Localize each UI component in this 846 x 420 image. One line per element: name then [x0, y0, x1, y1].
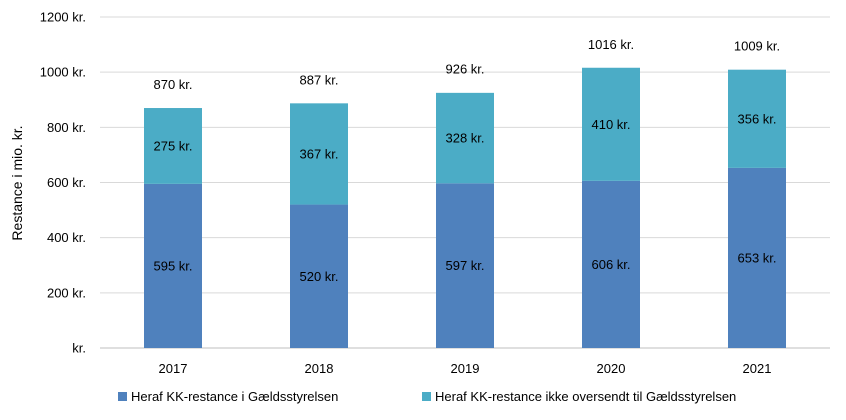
segment-value-label: 367 kr.: [299, 146, 338, 161]
segment-value-label: 520 kr.: [299, 269, 338, 284]
bar-segment: [436, 183, 494, 348]
bar-segment: [290, 103, 348, 205]
bar-segment: [144, 183, 202, 348]
bar-segment: [436, 92, 494, 184]
bar-segment: [582, 180, 640, 348]
legend: Heraf KK-restance i Gældsstyrelsen Heraf…: [118, 389, 736, 404]
legend-label-series-2: Heraf KK-restance ikke oversendt til Gæl…: [435, 389, 736, 404]
y-tick-label: 600 kr.: [47, 175, 86, 190]
x-tick-label: 2019: [451, 361, 480, 376]
axes: Restance i mio. kr. kr. 200 kr. 400 kr. 600…: [9, 10, 771, 377]
x-tick-label: 2017: [159, 361, 188, 376]
bar-segment: [728, 69, 786, 168]
total-value-label: 870 kr.: [153, 77, 192, 92]
y-tick-label: 400 kr.: [47, 230, 86, 245]
y-tick-label: 200 kr.: [47, 285, 86, 300]
data-labels: 595 kr. 275 kr. 870 kr. 520 kr. 367 kr. 887 k…: [153, 37, 780, 284]
bar-segment: [290, 204, 348, 348]
y-axis-title: Restance i mio. kr.: [9, 125, 25, 240]
segment-value-label: 653 kr.: [737, 250, 776, 265]
legend-label-series-1: Heraf KK-restance i Gældsstyrelsen: [131, 389, 338, 404]
total-value-label: 1009 kr.: [734, 39, 780, 54]
total-value-label: 1016 kr.: [588, 37, 634, 52]
bar-segment: [728, 167, 786, 348]
segment-value-label: 328 kr.: [445, 131, 484, 146]
bar-segment: [144, 108, 202, 184]
y-tick-label: 800 kr.: [47, 120, 86, 135]
y-tick-label: 1200 kr.: [40, 10, 86, 25]
segment-value-label: 597 kr.: [445, 258, 484, 273]
segment-value-label: 356 kr.: [737, 111, 776, 126]
legend-swatch-series-2: [422, 392, 431, 401]
x-tick-label: 2020: [597, 361, 626, 376]
bar-segment: [582, 67, 640, 181]
segment-value-label: 595 kr.: [153, 258, 192, 273]
segment-value-label: 410 kr.: [591, 117, 630, 132]
total-value-label: 887 kr.: [299, 72, 338, 87]
segment-value-label: 275 kr.: [153, 138, 192, 153]
y-tick-label: kr.: [72, 341, 86, 356]
bars: [144, 67, 786, 348]
x-tick-label: 2018: [305, 361, 334, 376]
total-value-label: 926 kr.: [445, 62, 484, 77]
y-tick-label: 1000 kr.: [40, 65, 86, 80]
segment-value-label: 606 kr.: [591, 257, 630, 272]
x-tick-label: 2021: [743, 361, 772, 376]
legend-swatch-series-1: [118, 392, 127, 401]
